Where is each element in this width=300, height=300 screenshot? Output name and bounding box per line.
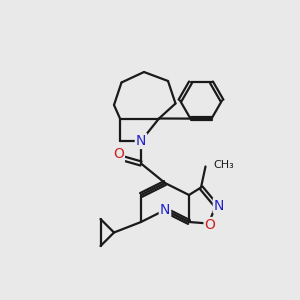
Text: N: N — [214, 199, 224, 212]
Text: O: O — [205, 218, 215, 232]
Text: O: O — [113, 148, 124, 161]
Text: N: N — [160, 203, 170, 217]
Text: N: N — [136, 134, 146, 148]
Text: CH₃: CH₃ — [213, 160, 234, 170]
